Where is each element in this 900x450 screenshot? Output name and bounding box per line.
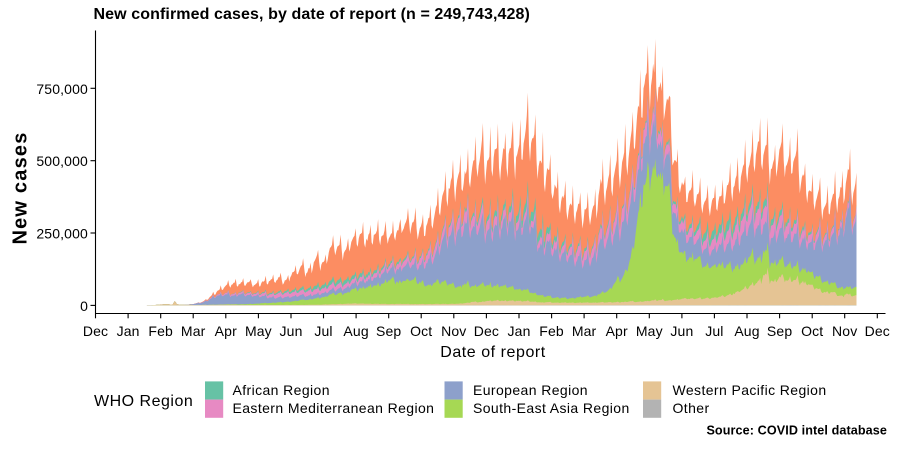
svg-text:New confirmed cases, by date o: New confirmed cases, by date of report (…	[94, 6, 530, 23]
svg-text:Source: COVID intel database: Source: COVID intel database	[706, 424, 887, 438]
svg-text:Mar: Mar	[181, 323, 206, 339]
svg-text:0: 0	[80, 298, 88, 314]
svg-text:May: May	[245, 323, 272, 339]
svg-text:Jan: Jan	[507, 323, 530, 339]
svg-text:Oct: Oct	[801, 323, 823, 339]
svg-text:Mar: Mar	[572, 323, 597, 339]
svg-text:Feb: Feb	[539, 323, 564, 339]
svg-text:New cases: New cases	[10, 131, 32, 244]
svg-text:500,000: 500,000	[36, 153, 88, 169]
svg-text:Sep: Sep	[767, 323, 792, 339]
svg-text:May: May	[636, 323, 663, 339]
svg-text:Dec: Dec	[474, 323, 499, 339]
svg-text:Apr: Apr	[606, 323, 628, 339]
svg-text:European Region: European Region	[473, 382, 588, 398]
svg-text:Nov: Nov	[441, 323, 466, 339]
svg-text:250,000: 250,000	[36, 226, 88, 242]
svg-text:WHO Region: WHO Region	[94, 393, 193, 410]
svg-text:Other: Other	[673, 400, 710, 416]
svg-text:African Region: African Region	[233, 382, 330, 398]
svg-text:Apr: Apr	[215, 323, 237, 339]
svg-text:Nov: Nov	[832, 323, 857, 339]
svg-text:Sep: Sep	[376, 323, 401, 339]
svg-text:750,000: 750,000	[36, 81, 88, 97]
svg-text:Feb: Feb	[148, 323, 173, 339]
svg-text:Dec: Dec	[83, 323, 108, 339]
svg-text:Jun: Jun	[279, 323, 302, 339]
svg-text:Jun: Jun	[670, 323, 693, 339]
svg-text:Oct: Oct	[410, 323, 432, 339]
svg-text:South-East Asia Region: South-East Asia Region	[473, 400, 630, 416]
svg-text:Jan: Jan	[117, 323, 140, 339]
svg-text:Jul: Jul	[314, 323, 332, 339]
svg-text:Date of report: Date of report	[440, 344, 546, 361]
svg-text:Dec: Dec	[865, 323, 890, 339]
svg-text:Eastern Mediterranean Region: Eastern Mediterranean Region	[233, 400, 435, 416]
svg-text:Aug: Aug	[734, 323, 759, 339]
svg-text:Aug: Aug	[343, 323, 368, 339]
svg-text:Western Pacific Region: Western Pacific Region	[673, 382, 827, 398]
svg-text:Jul: Jul	[705, 323, 723, 339]
